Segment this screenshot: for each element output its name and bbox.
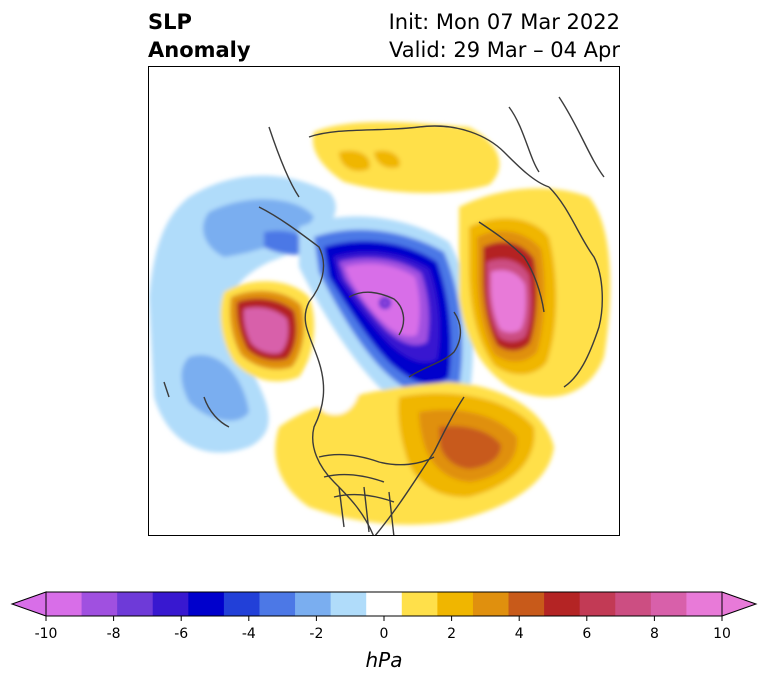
colorbar-cell <box>259 592 296 616</box>
title-slp: SLP <box>148 10 192 34</box>
colorbar-cell <box>401 592 438 616</box>
colorbar-tick-label: 0 <box>380 626 389 642</box>
anomaly-atlantic-high-core <box>439 425 501 469</box>
colorbar-under-arrow <box>10 591 47 617</box>
colorbar-tick-label: 6 <box>582 626 591 642</box>
colorbar-cell <box>544 592 581 616</box>
colorbar-tick-label: -2 <box>309 626 323 642</box>
anomaly-siberia-high-core2 <box>374 150 400 169</box>
colorbar-tick-label: 8 <box>650 626 659 642</box>
colorbar-cell <box>223 592 260 616</box>
colorbar-tick-label: 10 <box>713 626 731 642</box>
colorbar-cell <box>366 592 403 616</box>
colorbar-cell <box>615 592 652 616</box>
title-dates: Init: Mon 07 Mar 2022 Valid: 29 Mar – 04… <box>389 8 620 64</box>
colorbar-tick-label: 4 <box>515 626 524 642</box>
anomaly-alaska-high-core <box>243 307 289 354</box>
colorbar-cell <box>650 592 687 616</box>
anomaly-siberia-high <box>312 122 500 193</box>
colorbar: -10 -8 -6 -4 -2 0 2 4 6 8 10 <box>10 591 758 642</box>
anomaly-siberia-high-core <box>339 150 370 172</box>
colorbar-cell <box>188 592 225 616</box>
anomaly-pacific-low-mid <box>203 199 314 257</box>
colorbar-cell <box>81 592 118 616</box>
colorbar-cell <box>295 592 332 616</box>
colorbar-cell <box>472 592 510 616</box>
title-variable: SLP Anomaly <box>148 8 251 64</box>
colorbar-tick-label: 2 <box>447 626 456 642</box>
colorbar-cell <box>117 592 154 616</box>
colorbar-tick-label: -4 <box>242 626 256 642</box>
colorbar-cell <box>437 592 474 616</box>
map-canvas <box>149 96 611 535</box>
init-date: Init: Mon 07 Mar 2022 <box>388 10 620 34</box>
colorbar-cell <box>152 592 189 616</box>
colorbar-cell <box>508 592 545 616</box>
colorbar-over-arrow <box>721 591 758 617</box>
colorbar-tick-label: -6 <box>174 626 188 642</box>
colorbar-unit: hPa <box>365 648 403 672</box>
slp-anomaly-map <box>148 66 620 536</box>
colorbar-cell <box>46 592 83 616</box>
anomaly-europe-high-core <box>491 270 526 333</box>
colorbar-cell <box>686 592 723 616</box>
valid-range: Valid: 29 Mar – 04 Apr <box>389 38 620 62</box>
title-anomaly: Anomaly <box>148 38 251 62</box>
colorbar-cell <box>579 592 616 616</box>
colorbar-tick-label: -10 <box>35 626 58 642</box>
colorbar-cell <box>330 592 367 616</box>
colorbar-tick-label: -8 <box>107 626 121 642</box>
anomaly-pacific-low-east <box>181 355 249 421</box>
coastline-overlay <box>163 96 605 535</box>
